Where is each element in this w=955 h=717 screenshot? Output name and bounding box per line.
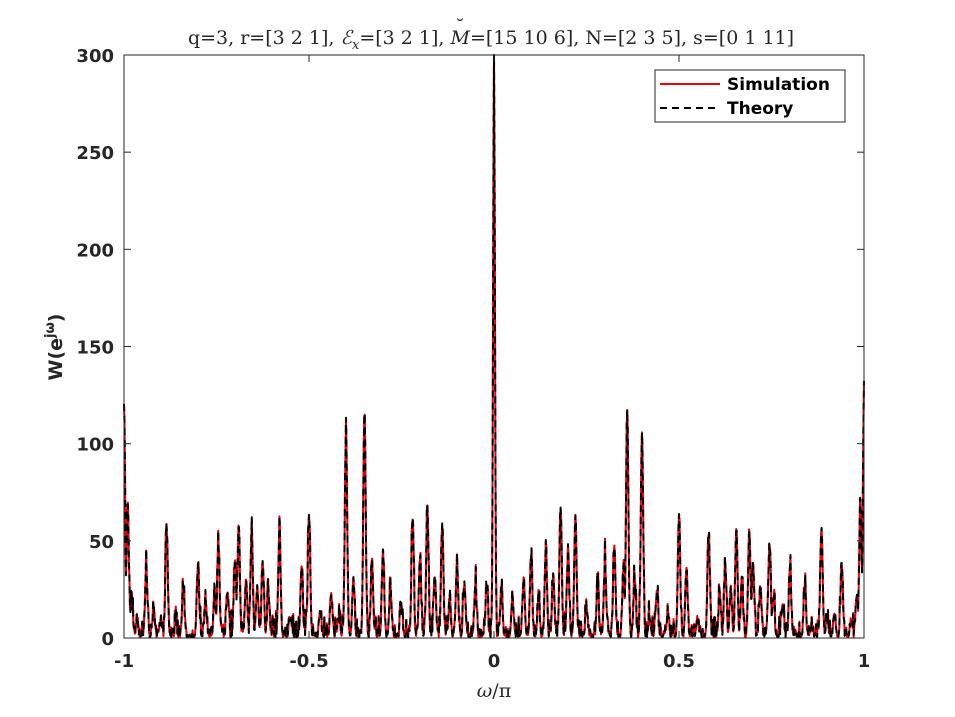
title-m-accent: ˘ — [455, 16, 465, 38]
x-tick-label: 0 — [488, 651, 501, 672]
y-tick-label: 100 — [76, 435, 114, 456]
x-tick-label: -1 — [114, 651, 134, 672]
x-axis-label: ω/π — [477, 680, 511, 702]
legend-box — [654, 69, 846, 123]
legend-label-theory: Theory — [727, 99, 793, 119]
y-tick-label: 300 — [76, 46, 114, 67]
x-tick-label: 0.5 — [663, 651, 695, 672]
ticks-layer: -1 -0.5 0 0.5 1 0 50 100 150 200 250 300 — [76, 46, 870, 672]
y-tick-label: 250 — [76, 143, 114, 164]
legend-label-simulation: Simulation — [727, 75, 830, 95]
legend: Simulation Theory — [654, 69, 846, 123]
chart-title: q=3, r=[3 2 1], ℰx=[3 2 1], M=[15 10 6],… — [188, 27, 794, 53]
y-tick-label: 50 — [89, 532, 114, 553]
y-tick-label: 0 — [101, 629, 114, 650]
x-tick-label: 1 — [858, 651, 871, 672]
y-tick-label: 200 — [76, 240, 114, 261]
plot-area: -1 -0.5 0 0.5 1 0 50 100 150 200 250 300 — [76, 46, 870, 672]
x-tick-label: -0.5 — [289, 651, 328, 672]
y-axis-label: W(ejω) — [43, 314, 67, 381]
y-tick-label: 150 — [76, 338, 114, 359]
